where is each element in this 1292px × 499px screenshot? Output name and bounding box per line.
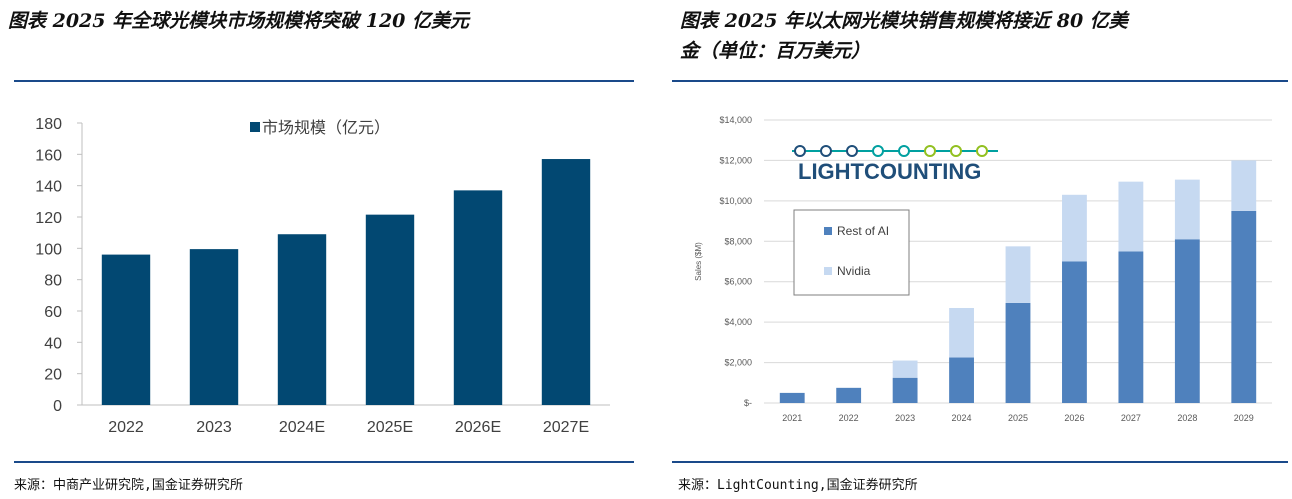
x-tick-label: 2023: [895, 413, 915, 423]
x-tick-label: 2028: [1177, 413, 1197, 423]
logo-node-icon: [950, 145, 962, 157]
bar-2021-rest-of-ai: [779, 392, 805, 403]
x-tick-label: 2027: [1121, 413, 1141, 423]
left-source-rule: [14, 461, 634, 463]
left-source: 来源：中商产业研究院,国金证券研究所: [14, 478, 243, 493]
bar-2022: [101, 254, 151, 405]
x-tick-label: 2022: [839, 413, 859, 423]
logo-node-icon: [846, 145, 858, 157]
right-title-line2: 金（单位：百万美元）: [680, 40, 871, 62]
right-title-line1: 图表 2025 年以太网光模块销售规模将接近 80 亿美: [680, 10, 1128, 32]
bar-2023-rest-of-ai: [892, 377, 918, 403]
bar-2027-rest-of-ai: [1118, 251, 1144, 403]
bar-2022-rest-of-ai: [836, 387, 862, 403]
y-tick-label: 120: [35, 210, 62, 227]
y-tick-label: $8,000: [724, 236, 752, 246]
logo-node-icon: [976, 145, 988, 157]
bar-2026E: [453, 190, 503, 405]
logo-node-icon: [820, 145, 832, 157]
y-tick-label: 140: [35, 179, 62, 196]
bar-2023-nvidia: [892, 360, 918, 378]
x-tick-label: 2024: [952, 413, 972, 423]
x-tick-label: 2026E: [455, 419, 501, 436]
y-tick-label: 100: [35, 241, 62, 258]
y-tick-label: $14,000: [719, 115, 752, 125]
bar-2025-rest-of-ai: [1005, 302, 1031, 403]
bar-2029-rest-of-ai: [1231, 210, 1257, 403]
bar-2025-nvidia: [1005, 246, 1031, 303]
left-bar-chart: 0 20 40 60 80 100 120 140 160 180 2022 2023 2024E 202…: [35, 116, 610, 436]
left-chart-title: 图表 2025 年全球光模块市场规模将突破 120 亿美元: [8, 10, 470, 32]
right-stacked-bar-chart: $- $2,000 $4,000 $6,000 $8,000 $10,000 $12,000…: [694, 115, 1272, 423]
legend-swatch: [250, 122, 260, 132]
legend-label-nvidia: Nvidia: [837, 264, 871, 278]
x-tick-label: 2025E: [367, 419, 413, 436]
y-tick-label: 180: [35, 116, 62, 133]
x-tick-label: 2023: [196, 419, 232, 436]
right-source-rule: [672, 461, 1288, 463]
logo-node-icon: [872, 145, 884, 157]
legend-label: 市场规模（亿元）: [262, 119, 390, 137]
bar-2024E: [277, 234, 327, 405]
bar-2023: [189, 249, 239, 405]
y-axis-label: Sales ($M): [694, 242, 703, 281]
bar-2027E: [541, 159, 591, 405]
y-tick-label: 80: [44, 273, 62, 290]
legend-swatch-nvidia: [824, 267, 832, 275]
bar-2024-rest-of-ai: [949, 357, 974, 403]
logo-node-icon: [924, 145, 936, 157]
y-tick-label: 0: [53, 398, 62, 415]
x-tick-label: 2029: [1234, 413, 1254, 423]
y-tick-label: $2,000: [724, 358, 752, 368]
legend-label-rest-of-ai: Rest of AI: [837, 224, 889, 238]
y-tick-label: 160: [35, 147, 62, 164]
y-tick-label: $-: [744, 398, 752, 408]
right-chart-title: 图表 2025 年以太网光模块销售规模将接近 80 亿美 金（单位：百万美元）: [680, 6, 1292, 66]
x-tick-label: 2025: [1008, 413, 1028, 423]
x-tick-label: 2021: [782, 413, 802, 423]
x-tick-label: 2027E: [543, 419, 589, 436]
bar-2025E: [365, 214, 415, 405]
y-tick-label: 60: [44, 304, 62, 321]
bar-2026-rest-of-ai: [1062, 261, 1087, 403]
right-title-rule: [672, 80, 1288, 82]
x-tick-label: 2026: [1064, 413, 1084, 423]
y-tick-label: $12,000: [719, 155, 752, 165]
right-source: 来源：LightCounting,国金证券研究所: [678, 478, 918, 493]
left-panel: 图表 2025 年全球光模块市场规模将突破 120 亿美元 0 20 40 60 80 1…: [0, 0, 640, 499]
x-tick-label: 2024E: [279, 419, 325, 436]
logo-text: LIGHTCOUNTING: [798, 159, 981, 184]
legend-swatch-rest-of-ai: [824, 227, 832, 235]
bar-2028-rest-of-ai: [1174, 239, 1200, 403]
bar-2028-nvidia: [1174, 179, 1200, 240]
legend-box: [793, 209, 910, 296]
y-tick-label: 40: [44, 335, 62, 352]
x-tick-label: 2022: [108, 419, 144, 436]
logo-node-icon: [898, 145, 910, 157]
y-tick-label: $4,000: [724, 317, 752, 327]
bar-2024-nvidia: [949, 307, 974, 358]
y-tick-label: 20: [44, 367, 62, 384]
left-title-rule: [14, 80, 634, 82]
y-tick-label: $10,000: [719, 196, 752, 206]
logo-node-icon: [794, 145, 806, 157]
bar-2029-nvidia: [1231, 160, 1257, 211]
bar-2027-nvidia: [1118, 181, 1144, 252]
y-tick-label: $6,000: [724, 277, 752, 287]
right-panel: 图表 2025 年以太网光模块销售规模将接近 80 亿美 金（单位：百万美元） …: [664, 0, 1292, 499]
bar-2026-nvidia: [1062, 194, 1087, 262]
